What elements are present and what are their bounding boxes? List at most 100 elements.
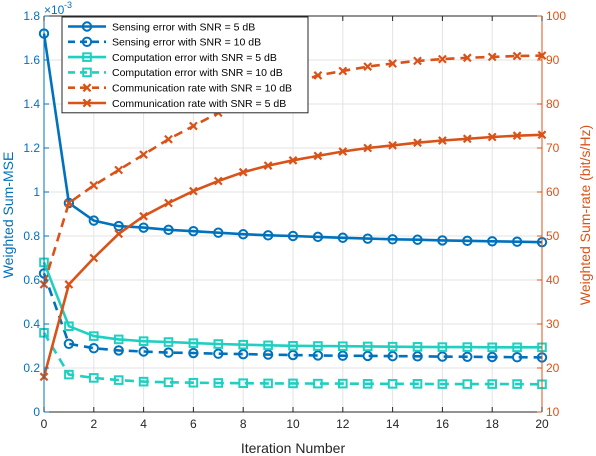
data-point-marker bbox=[288, 378, 298, 389]
left-y-tick-label: 1 bbox=[33, 185, 40, 199]
series-line bbox=[42, 332, 543, 386]
data-point-marker bbox=[313, 378, 323, 389]
x-tick-label: 20 bbox=[535, 417, 549, 431]
data-point-marker bbox=[89, 373, 99, 383]
data-point-marker bbox=[413, 138, 422, 148]
series-line bbox=[42, 272, 543, 359]
x-tick-label: 4 bbox=[140, 417, 147, 431]
legend-marker bbox=[81, 21, 93, 32]
data-point-marker bbox=[462, 379, 473, 389]
data-point-marker bbox=[163, 377, 174, 388]
data-point-marker bbox=[288, 155, 298, 165]
data-point-marker bbox=[362, 341, 373, 352]
legend-marker bbox=[82, 83, 92, 93]
data-point-marker bbox=[238, 348, 249, 360]
data-point-marker bbox=[511, 352, 523, 363]
data-point-marker bbox=[213, 348, 224, 359]
data-point-marker bbox=[113, 334, 124, 345]
data-point-marker bbox=[437, 342, 448, 352]
axis-ticks: 0 2 4 6 8 10 12 14 16 18 20 0 0.2 0.4 0.6 0.8 1 1.2 1.4 1.6… bbox=[23, 9, 566, 431]
data-point-marker bbox=[287, 349, 299, 361]
legend-entry: Computation error with SNR = 5 dB bbox=[68, 52, 277, 64]
right-y-tick-label: 50 bbox=[546, 229, 560, 243]
legend-label: Sensing error with SNR = 5 dB bbox=[112, 21, 255, 33]
legend-marker bbox=[82, 52, 92, 62]
data-point-marker bbox=[188, 225, 199, 237]
data-point-marker bbox=[512, 131, 522, 141]
x-tick-label: 6 bbox=[190, 417, 197, 431]
x-tick-label: 18 bbox=[486, 417, 500, 431]
data-point-marker bbox=[462, 351, 473, 362]
data-point-marker bbox=[88, 343, 100, 354]
left-y-tick-label: 0.6 bbox=[23, 273, 40, 287]
right-y-tick-label: 30 bbox=[546, 317, 560, 331]
data-point-marker bbox=[437, 235, 448, 246]
data-point-marker bbox=[88, 215, 100, 226]
data-point-marker bbox=[362, 350, 373, 362]
data-point-marker bbox=[238, 167, 248, 177]
data-point-marker bbox=[114, 229, 124, 239]
data-point-marker bbox=[337, 350, 348, 361]
left-axis-exponent-base: ×10 bbox=[44, 3, 65, 17]
right-y-tick-label: 90 bbox=[546, 53, 560, 67]
legend-label: Computation error with SNR = 5 dB bbox=[112, 52, 277, 64]
data-point-marker bbox=[189, 186, 198, 196]
data-point-marker bbox=[338, 378, 348, 389]
data-point-marker bbox=[363, 62, 373, 71]
data-point-marker bbox=[63, 338, 75, 349]
data-point-marker bbox=[363, 143, 373, 153]
legend-marker bbox=[82, 98, 92, 108]
data-point-marker bbox=[462, 134, 472, 144]
left-axis-exponent-power: -3 bbox=[64, 0, 72, 10]
data-point-marker bbox=[64, 280, 74, 289]
data-point-marker bbox=[113, 345, 124, 356]
data-point-marker bbox=[138, 336, 149, 346]
data-point-marker bbox=[238, 229, 249, 240]
legend-label: Sensing error with SNR = 10 dB bbox=[112, 37, 261, 49]
data-point-marker bbox=[312, 350, 324, 361]
data-point-marker bbox=[238, 378, 248, 388]
left-y-axis-label: Weighted Sum-MSE bbox=[0, 152, 16, 279]
legend-entry: Computation error with SNR = 10 dB bbox=[68, 67, 283, 79]
data-point-marker bbox=[114, 165, 124, 175]
data-point-marker bbox=[487, 342, 497, 353]
right-y-tick-label: 40 bbox=[546, 273, 560, 287]
data-point-marker bbox=[164, 198, 173, 208]
right-y-axis-label: Weighted Sum-rate (bit/s/Hz) bbox=[577, 125, 593, 305]
data-point-marker bbox=[512, 379, 522, 389]
legend-entry: Communication rate with SNR = 5 dB bbox=[68, 98, 286, 110]
data-point-marker bbox=[412, 342, 423, 352]
left-y-tick-label: 1.8 bbox=[23, 9, 40, 23]
legend-marker bbox=[81, 36, 93, 47]
data-point-marker bbox=[188, 377, 199, 388]
left-y-tick-label: 1.6 bbox=[23, 53, 40, 67]
data-point-marker bbox=[89, 253, 99, 263]
data-point-marker bbox=[89, 331, 99, 341]
data-point-marker bbox=[487, 379, 497, 389]
legend: Sensing error with SNR = 5 dB Sensing err… bbox=[61, 16, 309, 114]
data-point-marker bbox=[238, 339, 248, 350]
data-point-marker bbox=[113, 375, 124, 385]
data-point-marker bbox=[64, 321, 74, 331]
data-point-marker bbox=[188, 347, 199, 359]
data-point-marker bbox=[138, 346, 149, 357]
data-point-marker bbox=[462, 342, 473, 352]
left-y-tick-label: 0.2 bbox=[23, 361, 40, 375]
data-point-marker bbox=[89, 181, 99, 190]
data-point-marker bbox=[338, 147, 348, 156]
data-point-marker bbox=[487, 236, 498, 247]
data-point-marker bbox=[263, 340, 273, 351]
series-5 bbox=[39, 130, 547, 382]
data-point-marker bbox=[64, 198, 74, 208]
data-point-marker bbox=[388, 140, 397, 150]
data-point-marker bbox=[113, 220, 124, 232]
legend-entry: Communication rate with SNR = 10 dB bbox=[68, 83, 292, 95]
x-axis-label: Iteration Number bbox=[241, 440, 346, 456]
data-point-marker bbox=[64, 369, 74, 380]
data-point-marker bbox=[387, 350, 398, 362]
left-y-tick-label: 0.8 bbox=[23, 229, 40, 243]
right-y-tick-label: 60 bbox=[546, 185, 560, 199]
legend-entry: Sensing error with SNR = 5 dB bbox=[68, 21, 255, 33]
data-point-marker bbox=[338, 341, 348, 352]
